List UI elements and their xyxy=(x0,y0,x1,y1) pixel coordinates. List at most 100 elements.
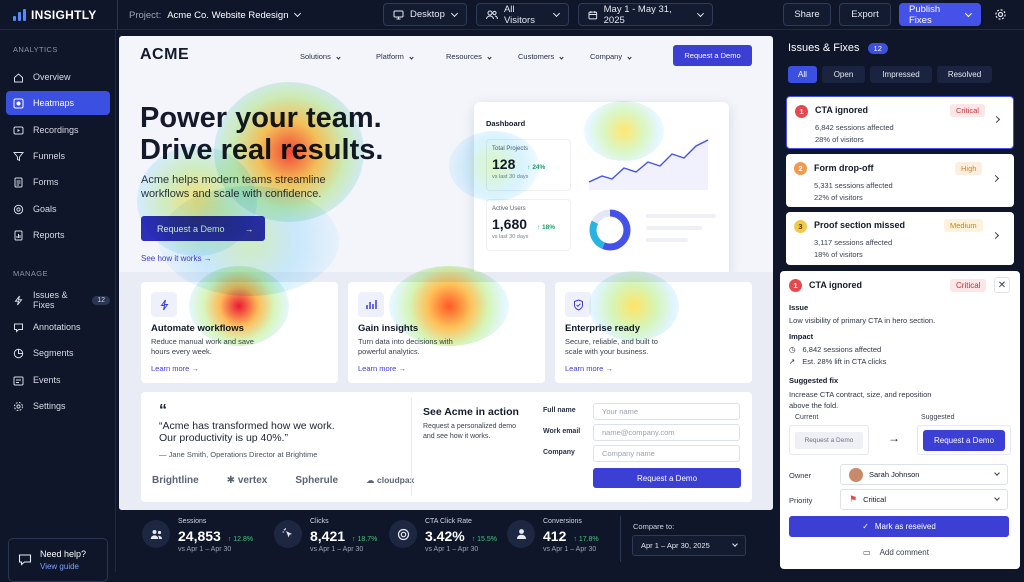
learn-more-link[interactable]: Learn more → xyxy=(565,364,613,373)
tab-open[interactable]: Open xyxy=(822,66,865,83)
heatmap-icon xyxy=(13,98,24,109)
stat-delta: 15.5% xyxy=(477,536,498,543)
heatmap-canvas[interactable]: ACME Solutions Platform Resources Custom… xyxy=(119,36,773,510)
manage-section-label: MANAGE xyxy=(13,269,48,278)
add-comment-button[interactable]: ▭ Add comment xyxy=(863,548,929,557)
clock-icon: ◷ xyxy=(789,345,796,354)
tab-impressed[interactable]: Impressed xyxy=(870,66,932,83)
severity-badge: High xyxy=(955,162,983,175)
customer-logos: Brightline ✱ vertex Spherule ☁ cloudpax xyxy=(152,475,414,486)
chevron-down-icon xyxy=(450,9,459,17)
stat-note: vs Apr 1 – Apr 30 xyxy=(425,546,479,553)
hero-cta-button[interactable]: Request a Demo → xyxy=(141,216,265,241)
quote-icon: “ xyxy=(159,402,167,419)
customer-logo: ☁ cloudpax xyxy=(366,475,415,485)
learn-more-link[interactable]: Learn more → xyxy=(358,364,406,373)
sidebar-item-issues-fixes[interactable]: Issues & Fixes 12 xyxy=(6,288,110,312)
impact-section-label: Impact xyxy=(789,332,814,341)
chevron-right-icon xyxy=(991,174,1000,183)
issues-count-badge: 12 xyxy=(92,295,110,305)
mark-resolved-button[interactable]: ✓ Mark as reseived xyxy=(789,516,1009,537)
bolt-icon xyxy=(13,295,24,306)
issue-title: CTA ignored xyxy=(815,105,868,115)
issue-card[interactable]: 2 Form drop-off 5,331 sessions affected 2… xyxy=(786,154,1014,207)
sidebar-item-funnels[interactable]: Funnels xyxy=(6,144,110,168)
gear-icon[interactable] xyxy=(994,8,1007,23)
close-icon[interactable]: ✕ xyxy=(994,277,1010,293)
hero-secondary-link[interactable]: See how it works → xyxy=(141,254,212,263)
issue-sessions: 5,331 sessions affected xyxy=(814,181,893,190)
app-logo[interactable]: INSIGHTLY xyxy=(13,8,97,22)
priority-select[interactable]: ⚑ Critical xyxy=(840,489,1008,510)
suggested-preview: Request a Demo xyxy=(917,425,1011,455)
site-nav-cta-button[interactable]: Request a Demo xyxy=(673,45,752,66)
project-selector[interactable]: Project: Acme Co. Website Redesign xyxy=(117,0,301,30)
stat-conversions: Conversions 412 ↑ 17.8% vs Apr 1 – Apr 30 xyxy=(507,518,599,553)
chevron-down-icon xyxy=(994,495,1000,501)
issue-number: 1 xyxy=(789,279,802,292)
sidebar-item-recordings[interactable]: Recordings xyxy=(6,118,110,142)
date-range-selector[interactable]: May 1 - May 31, 2025 xyxy=(578,3,713,26)
site-nav-item[interactable]: Company xyxy=(590,52,632,61)
quote-line-1: “Acme has transformed how we work. xyxy=(159,420,335,432)
home-icon xyxy=(13,72,24,83)
sidebar-item-overview[interactable]: Overview xyxy=(6,65,110,89)
sidebar-item-settings[interactable]: Settings xyxy=(6,394,110,418)
users-label: Active Users xyxy=(492,206,526,212)
issue-card[interactable]: 3 Proof section missed 3,117 sessions af… xyxy=(786,212,1014,265)
sidebar-item-label: Annotations xyxy=(33,322,81,332)
owner-select[interactable]: Sarah Johnson xyxy=(840,464,1008,485)
sidebar-item-segments[interactable]: Segments xyxy=(6,341,110,365)
stat-note: vs Apr 1 – Apr 30 xyxy=(543,546,597,553)
events-icon xyxy=(13,375,24,386)
help-box[interactable]: Need help? View guide xyxy=(8,538,108,582)
view-guide-link[interactable]: View guide xyxy=(40,562,79,571)
issue-card[interactable]: 1 CTA ignored 6,842 sessions affected 28%… xyxy=(786,96,1014,149)
visitor-selector[interactable]: All Visitors xyxy=(476,3,569,26)
form-submit-button[interactable]: Request a Demo xyxy=(593,468,741,488)
owner-name: Sarah Johnson xyxy=(869,470,920,479)
hero-headline-line-2: Drive real results. xyxy=(140,134,384,166)
site-nav-item[interactable]: Solutions xyxy=(300,52,376,61)
company-input[interactable]: Company name xyxy=(593,445,740,462)
customer-logo: ✱ vertex xyxy=(226,475,268,486)
stat-value: 3.42% xyxy=(425,528,465,544)
current-cta-preview: Request a Demo xyxy=(795,431,863,449)
form-title: See Acme in action xyxy=(423,406,519,418)
impact-lift: Est. 28% lift in CTA clicks xyxy=(802,357,887,366)
tab-resolved[interactable]: Resolved xyxy=(937,66,992,83)
sidebar-item-heatmaps[interactable]: Heatmaps xyxy=(6,91,110,115)
sidebar-item-label: Overview xyxy=(33,72,71,82)
sidebar-item-events[interactable]: Events xyxy=(6,368,110,392)
publish-fixes-button[interactable]: Publish Fixes xyxy=(899,3,981,26)
sidebar-item-forms[interactable]: Forms xyxy=(6,170,110,194)
tab-all[interactable]: All xyxy=(788,66,817,83)
compare-date-selector[interactable]: Apr 1 – Apr 30, 2025 xyxy=(632,535,746,556)
projects-value: 128 ↑ 24% xyxy=(492,156,546,172)
stat-value: 412 xyxy=(543,528,567,544)
target-icon xyxy=(389,520,417,548)
site-nav-item[interactable]: Customers xyxy=(518,52,590,61)
full-name-input[interactable]: Your name xyxy=(593,403,740,420)
device-selector[interactable]: Desktop xyxy=(383,3,467,26)
site-nav-item[interactable]: Platform xyxy=(376,52,446,61)
issue-detail-panel: 1 CTA ignored Critical ✕ Issue Low visib… xyxy=(780,271,1020,569)
users-value: 1,680 ↑ 18% xyxy=(492,216,556,232)
stat-clicks: Clicks 8,421 ↑ 18.7% vs Apr 1 – Apr 30 xyxy=(274,518,377,553)
chevron-down-icon xyxy=(293,9,301,18)
sidebar-item-goals[interactable]: Goals xyxy=(6,197,110,221)
share-button[interactable]: Share xyxy=(783,3,831,26)
site-nav-item[interactable]: Resources xyxy=(446,52,518,61)
chevron-down-icon xyxy=(994,470,1000,476)
app-name: INSIGHTLY xyxy=(31,8,97,22)
learn-more-link[interactable]: Learn more → xyxy=(151,364,199,373)
help-title: Need help? xyxy=(40,549,87,559)
work-email-input[interactable]: name@company.com xyxy=(593,424,740,441)
export-button[interactable]: Export xyxy=(839,3,891,26)
analytics-section-label: ANALYTICS xyxy=(13,45,58,54)
arrow-right-icon: → xyxy=(888,431,900,445)
sidebar-item-annotations[interactable]: Annotations xyxy=(6,315,110,339)
sidebar-item-label: Forms xyxy=(33,177,59,187)
stat-delta: 12.8% xyxy=(233,536,254,543)
sidebar-item-reports[interactable]: Reports xyxy=(6,223,110,247)
